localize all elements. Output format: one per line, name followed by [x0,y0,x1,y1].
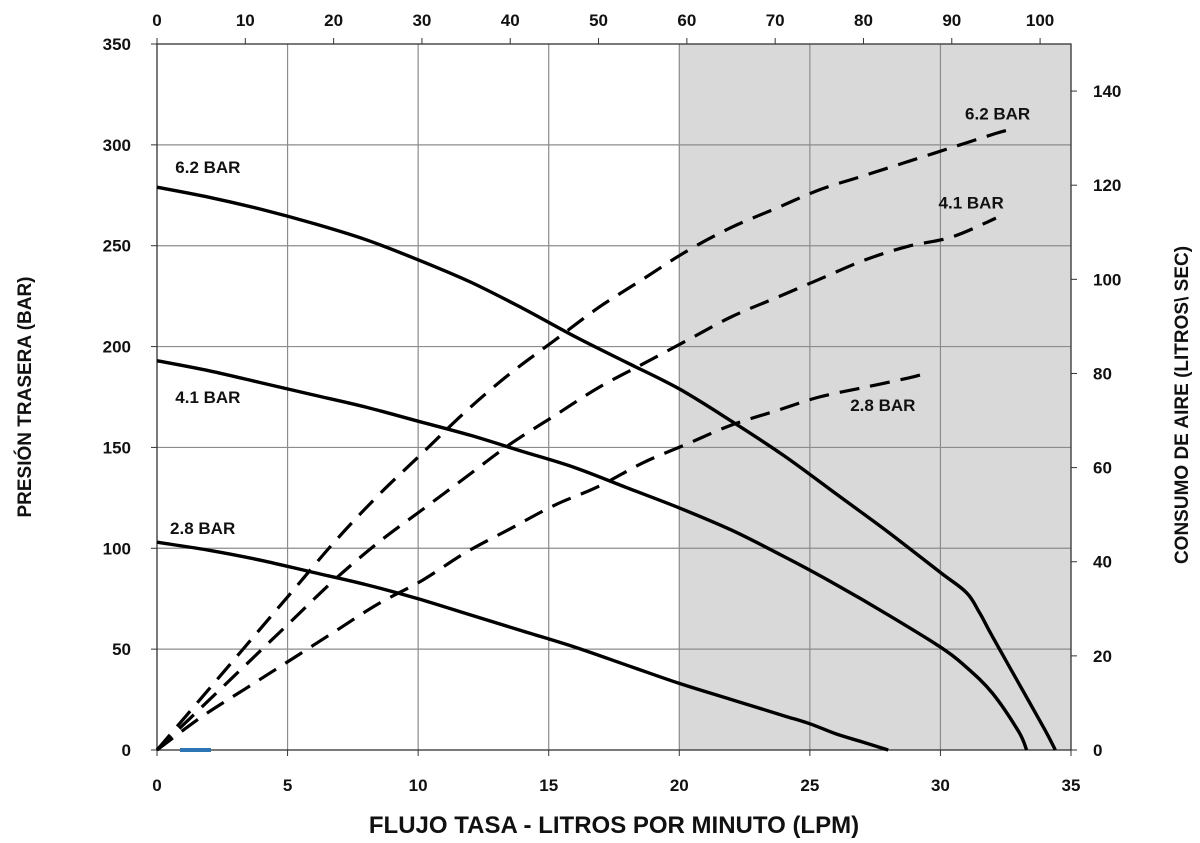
y2-tick-label: 0 [1093,741,1102,760]
y-tick-label: 300 [103,136,131,155]
x-tick-label: 35 [1062,776,1081,795]
y2-tick-label: 140 [1093,82,1121,101]
x-tick-label: 10 [409,776,428,795]
air-line-6-2-bar [155,127,1015,752]
pressure-line-2-8-bar [156,540,889,752]
x-tick-label: 0 [152,776,161,795]
x2-tick-label: 30 [412,11,431,30]
x2-tick-label: 0 [152,11,161,30]
x-tick-label: 5 [283,776,292,795]
pressure-label-6-2-bar: 6.2 BAR [175,158,240,177]
y2-tick-label: 100 [1093,270,1121,289]
air-label-2-8-bar: 2.8 BAR [850,396,915,415]
x2-tick-label: 90 [942,11,961,30]
origin-marker [180,748,211,752]
air-line-4-1-bar [155,216,997,752]
x-tick-label: 20 [670,776,689,795]
pressure-line-4-1-bar [156,359,1029,751]
y-tick-label: 250 [103,237,131,256]
y2-tick-label: 60 [1093,459,1112,478]
y-tick-label: 200 [103,338,131,357]
y-tick-label: 0 [122,741,131,760]
gridlines [157,44,1071,750]
y2-tick-label: 120 [1093,176,1121,195]
x2-tick-label: 10 [236,11,255,30]
x-tick-label: 15 [539,776,558,795]
x2-tick-label: 70 [766,11,785,30]
y2-tick-label: 20 [1093,647,1112,666]
pressure-label-4-1-bar: 4.1 BAR [175,388,240,407]
series-lines [155,127,1057,752]
y-tick-label: 100 [103,539,131,558]
air-line-2-8-bar [156,371,926,752]
tick-labels: 0 5 10 15 20 25 30 350 10 20 30 40 50 60 70 80 90 1000501… [103,11,1122,795]
y-tick-label: 350 [103,35,131,54]
x2-tick-label: 60 [677,11,696,30]
y2-tick-label: 40 [1093,553,1112,572]
x2-tick-label: 100 [1026,11,1054,30]
x2-tick-label: 50 [589,11,608,30]
x2-tick-label: 80 [854,11,873,30]
x2-tick-label: 40 [501,11,520,30]
pressure-label-2-8-bar: 2.8 BAR [170,519,235,538]
air-label-4-1-bar: 4.1 BAR [939,194,1004,213]
series-labels: 6.2 BAR 4.1 BAR 2.8 BAR 6.2 BAR 4.1 BAR 2.8 B… [170,104,1030,538]
y-axis-title: PRESIÓN TRASERA (BAR) [14,276,36,517]
y-tick-label: 150 [103,438,131,457]
x-tick-label: 30 [931,776,950,795]
y-tick-label: 50 [112,640,131,659]
shaded-region [679,44,1071,750]
x-axis-title: FLUJO TASA - LITROS POR MINUTO (LPM) [369,812,859,839]
pressure-line-6-2-bar [156,185,1057,751]
x2-tick-label: 20 [324,11,343,30]
y2-axis-title: CONSUMO DE AIRE (LITROS\ SEC) [1172,246,1193,564]
x-tick-label: 25 [800,776,819,795]
y2-tick-label: 80 [1093,364,1112,383]
plot-frame [156,43,1072,751]
air-label-6-2-bar: 6.2 BAR [965,104,1030,123]
